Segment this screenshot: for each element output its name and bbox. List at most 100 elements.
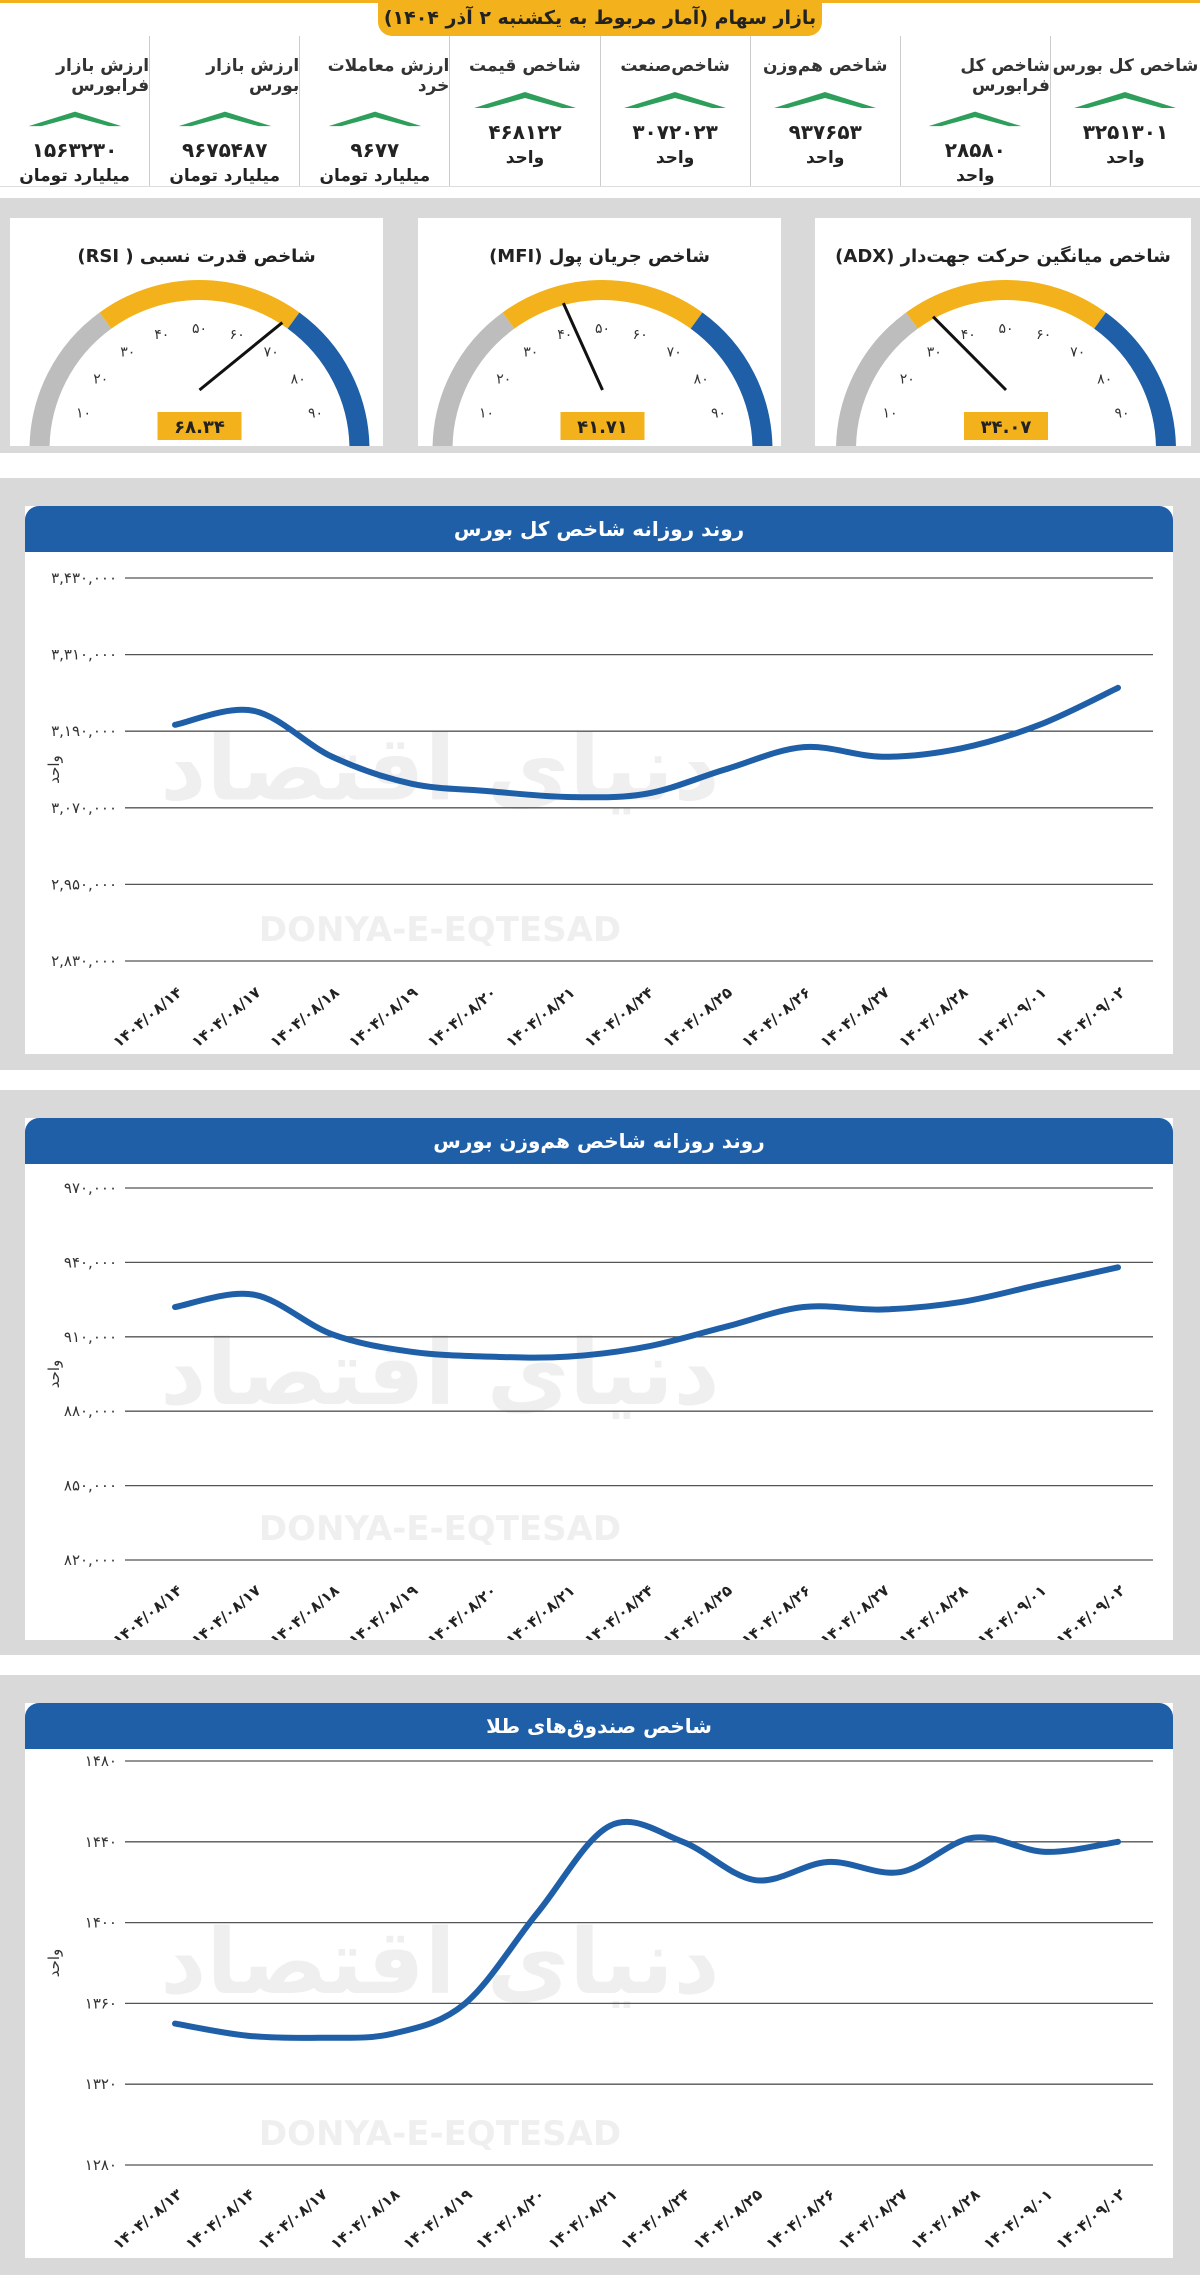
stat-unit: واحد [655,148,695,168]
x-tick-label: ۱۴۰۴/۰۸/۱۸ [267,983,343,1051]
stat-title: ارزش بازار فرابورس [56,56,150,96]
gauge-dial: ۰ ۱۰ ۲۰ ۳۰ ۴۰ ۵۰ ۶۰ ۷۰ ۸۰ ۹۰ ۱۰۰ ۶۸.۳۴ [29,280,370,446]
gauge-needle [561,302,604,391]
gauge-tick-label: ۱۰۰ [1117,443,1140,446]
y-tick-label: ۹۱۰,۰۰۰ [64,1328,117,1346]
stat-value: ۱۵۶۳۲۳۰ [31,138,118,162]
chart-title: شاخص صندوق‌های طلا [25,1703,1173,1749]
gauge-needle [932,315,1008,392]
x-tick-label: ۱۴۰۴/۰۸/۱۴ [109,1581,185,1640]
series-line [172,1818,1121,2041]
stat-title: شاخص کل بورس [1052,56,1199,76]
trend-up-shape [178,111,272,127]
gauge-zone [432,312,515,446]
y-axis-label: واحد [45,1360,63,1389]
y-tick-label: ۸۸۰,۰۰۰ [64,1402,117,1420]
stat-title: ارزش بازار بورس [206,56,300,96]
gauge-zone [690,312,773,446]
watermark-persian: دنیای اقتصاد [160,1910,720,2015]
gauge-tick-label: ۱۰۰ [713,443,736,446]
x-tick-label: ۱۴۰۴/۰۸/۲۷ [835,2185,911,2253]
gauge-tick-label: ۷۰ [667,344,682,360]
x-tick-label: ۱۴۰۴/۰۸/۲۶ [738,1581,814,1640]
stat-card: ارزش بازار بورس ۹۶۷۵۴۸۷ میلیارد تومان [149,36,299,186]
gauge-tick-label: ۹۰ [711,405,726,421]
gauge-tick-label: ۳۰ [120,344,135,360]
stat-unit: واحد [1106,148,1145,168]
y-axis-label: واحد [45,1949,63,1978]
trend-up-shape [1074,92,1177,108]
gauge-value: ۴۱.۷۱ [577,417,628,438]
gauge-tick-label: ۵۰ [595,321,610,337]
stat-value: ۳۰۷۲۰۲۳ [632,120,718,144]
gauge-tick-label: ۹۰ [1115,405,1130,421]
watermark-latin: DONYA-E-EQTESAD [259,1509,621,1549]
chart-title: روند روزانه شاخص کل بورس [25,506,1173,552]
x-tick-label: ۱۴۰۴/۰۸/۲۵ [660,1581,736,1640]
gauge-tick-label: ۱۰ [479,405,494,421]
gauge-value: ۳۴.۰۷ [981,417,1032,438]
x-tick-label: ۱۴۰۴/۰۸/۲۱ [502,983,578,1051]
chart-panel-main-index: روند روزانه شاخص کل بورس دنیای اقتصاد DONY… [0,478,1200,1070]
stat-value: ۹۶۷۵۴۸۷ [181,138,268,162]
stat-card: شاخص‌صنعت ۳۰۷۲۰۲۳ واحد [599,36,750,186]
gauge-adx: شاخص میانگین حرکت جهت‌دار (ADX) ۰ ۱۰ ۲۰ ۳۰ ۴۰… [815,218,1191,446]
chart-panel-gold-funds: شاخص صندوق‌های طلا دنیای اقتصاد DONYA-E-EQ… [0,1675,1200,2275]
y-tick-label: ۳,۱۹۰,۰۰۰ [51,722,117,740]
stat-title: شاخص‌صنعت [620,56,730,76]
gauge-tick-label: ۱۰۰ [310,443,333,446]
trend-up-icon [928,111,1022,127]
y-tick-label: ۳,۰۷۰,۰۰۰ [51,799,117,817]
stat-value: ۴۶۸۱۲۲ [488,120,562,144]
x-tick-label: ۱۴۰۴/۰۸/۲۷ [817,1581,893,1640]
stat-title: ارزش معاملات خرد [327,56,450,96]
trend-up-shape [473,92,576,108]
watermark-latin: DONYA-E-EQTESAD [259,2114,621,2154]
y-tick-label: ۸۵۰,۰۰۰ [64,1477,117,1495]
y-tick-label: ۸۲۰,۰۰۰ [64,1551,117,1569]
gauge-tick-label: ۹۰ [308,405,323,421]
x-tick-label: ۱۴۰۴/۰۸/۲۴ [581,1581,657,1640]
x-tick-label: ۱۴۰۴/۰۹/۰۲ [1052,983,1128,1051]
gauge-value-box [560,412,645,440]
gauge-tick-label: ۱۰ [882,405,897,421]
gauge-tick-label: ۲۰ [900,371,915,387]
gauge-mfi: شاخص جریان پول (MFI) ۰ ۱۰ ۲۰ ۳۰ ۴۰ ۵۰ ۶۰ ۷۰ ۸۰ ۹۰ ۱… [418,218,781,446]
x-tick-label: ۱۴۰۴/۰۸/۱۸ [267,1581,343,1640]
stat-title: شاخص قیمت [468,56,581,76]
y-tick-label: ۱۴۴۰ [85,1833,117,1851]
y-tick-label: ۹۷۰,۰۰۰ [64,1179,117,1197]
x-tick-label: ۱۴۰۴/۰۹/۰۱ [980,2185,1056,2253]
watermark-latin: DONYA-E-EQTESAD [259,910,621,950]
gauge-tick-label: ۴۰ [961,327,976,343]
stat-card: ارزش معاملات خرد ۹۶۷۷ میلیارد تومان [299,36,449,186]
chart-panel-equal-weight: روند روزانه شاخص هم‌وزن بورس دنیای اقتصاد… [0,1090,1200,1655]
gauge-tick-label: ۱۰ [76,405,91,421]
line-chart: دنیای اقتصاد DONYA-E-EQTESAD ۸۲۰,۰۰۰ ۸۵۰,۰۰… [45,1179,1153,1640]
gauge-tick-label: ۵۰ [192,321,207,337]
y-tick-label: ۱۲۸۰ [85,2156,117,2174]
stat-value: ۲۸۵۸۰ [944,138,1006,162]
stat-value: ۹۶۷۷ [350,138,400,162]
gauge-dial: ۰ ۱۰ ۲۰ ۳۰ ۴۰ ۵۰ ۶۰ ۷۰ ۸۰ ۹۰ ۱۰۰ ۳۴.۰۷ [836,280,1176,446]
gauge-value-box [964,412,1048,440]
x-tick-label: ۱۴۰۴/۰۸/۲۵ [660,983,736,1051]
x-tick-label: ۱۴۰۴/۰۸/۱۳ [109,2185,185,2253]
stat-card: شاخص کل فرابورس ۲۸۵۸۰ واحد [899,36,1050,186]
x-tick-label: ۱۴۰۴/۰۸/۲۰ [424,983,500,1051]
x-tick-label: ۱۴۰۴/۰۸/۱۷ [188,983,264,1051]
gauge-tick-label: ۶۰ [230,327,245,343]
x-tick-label: ۱۴۰۴/۰۸/۲۰ [472,2185,548,2253]
trend-up-icon [624,92,727,108]
gauge-tick-label: ۲۰ [93,371,108,387]
stat-unit: میلیارد تومان [19,166,130,186]
page-title: بازار سهام (آمار مربوط به یکشنبه ۲ آذر ۱… [378,0,822,36]
stat-title: شاخص کل فرابورس [960,56,1050,96]
trend-up-icon [774,92,877,108]
x-tick-label: ۱۴۰۴/۰۹/۰۱ [974,1581,1050,1640]
gauge-tick-label: ۴۰ [154,327,169,343]
x-tick-label: ۱۴۰۴/۰۹/۰۲ [1052,1581,1128,1640]
line-chart: دنیای اقتصاد DONYA-E-EQTESAD ۱۲۸۰ ۱۳۲۰ ۱۳۶۰ ۱… [45,1752,1153,2253]
y-tick-label: ۳,۳۱۰,۰۰۰ [51,646,117,664]
gauge-tick-label: ۴۰ [557,327,572,343]
